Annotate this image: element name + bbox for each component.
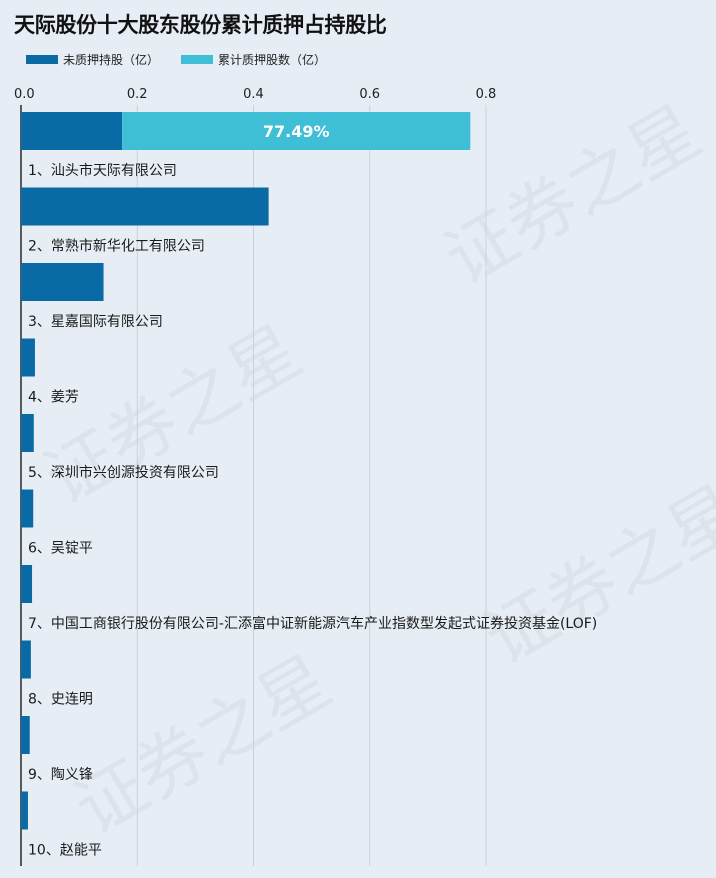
bar-unpledged[interactable] [21,263,104,301]
legend-swatch-pledged [181,55,214,64]
chart-title: 天际股份十大股东股份累计质押占持股比 [14,13,387,37]
x-tick-label: 0.0 [14,87,35,102]
legend-label-unpledged: 未质押持股（亿） [63,53,160,67]
bar-unpledged[interactable] [21,565,33,603]
category-label: 8、史连明 [28,692,93,708]
category-label: 2、常熟市新华化工有限公司 [28,238,205,255]
legend-item-unpledged[interactable]: 未质押持股（亿） [26,51,159,68]
category-label: 7、中国工商银行股份有限公司-汇添富中证新能源汽车产业指数型发起式证券投资基金(… [28,615,597,632]
category-label: 9、陶义锋 [28,767,93,783]
bar-unpledged[interactable] [21,716,30,754]
bar-unpledged[interactable] [21,112,123,150]
bar-unpledged[interactable] [21,640,31,679]
data-label: 77.49% [263,122,330,141]
category-label: 1、汕头市天际有限公司 [28,162,177,179]
legend: 未质押持股（亿） 累计质押股数（亿） [26,51,348,68]
legend-swatch-unpledged [26,55,58,64]
x-tick-label: 0.4 [243,87,264,102]
bar-unpledged[interactable] [21,791,28,830]
bar-unpledged[interactable] [21,338,35,377]
bar-unpledged[interactable] [21,187,269,226]
bar-pledged[interactable] [122,112,471,150]
category-label: 4、姜芳 [28,389,79,406]
legend-label-pledged: 累计质押股数（亿） [218,53,327,67]
category-label: 3、星嘉国际有限公司 [28,314,163,330]
category-label: 5、深圳市兴创源投资有限公司 [28,464,219,481]
legend-item-pledged[interactable]: 累计质押股数（亿） [181,51,326,68]
x-tick-label: 0.2 [127,87,148,102]
bar-unpledged[interactable] [21,489,34,528]
bar-unpledged[interactable] [21,414,34,452]
category-label: 10、赵能平 [28,843,102,859]
x-tick-label: 0.6 [359,87,380,102]
x-tick-label: 0.8 [476,87,497,102]
category-label: 6、吴锭平 [28,541,93,557]
